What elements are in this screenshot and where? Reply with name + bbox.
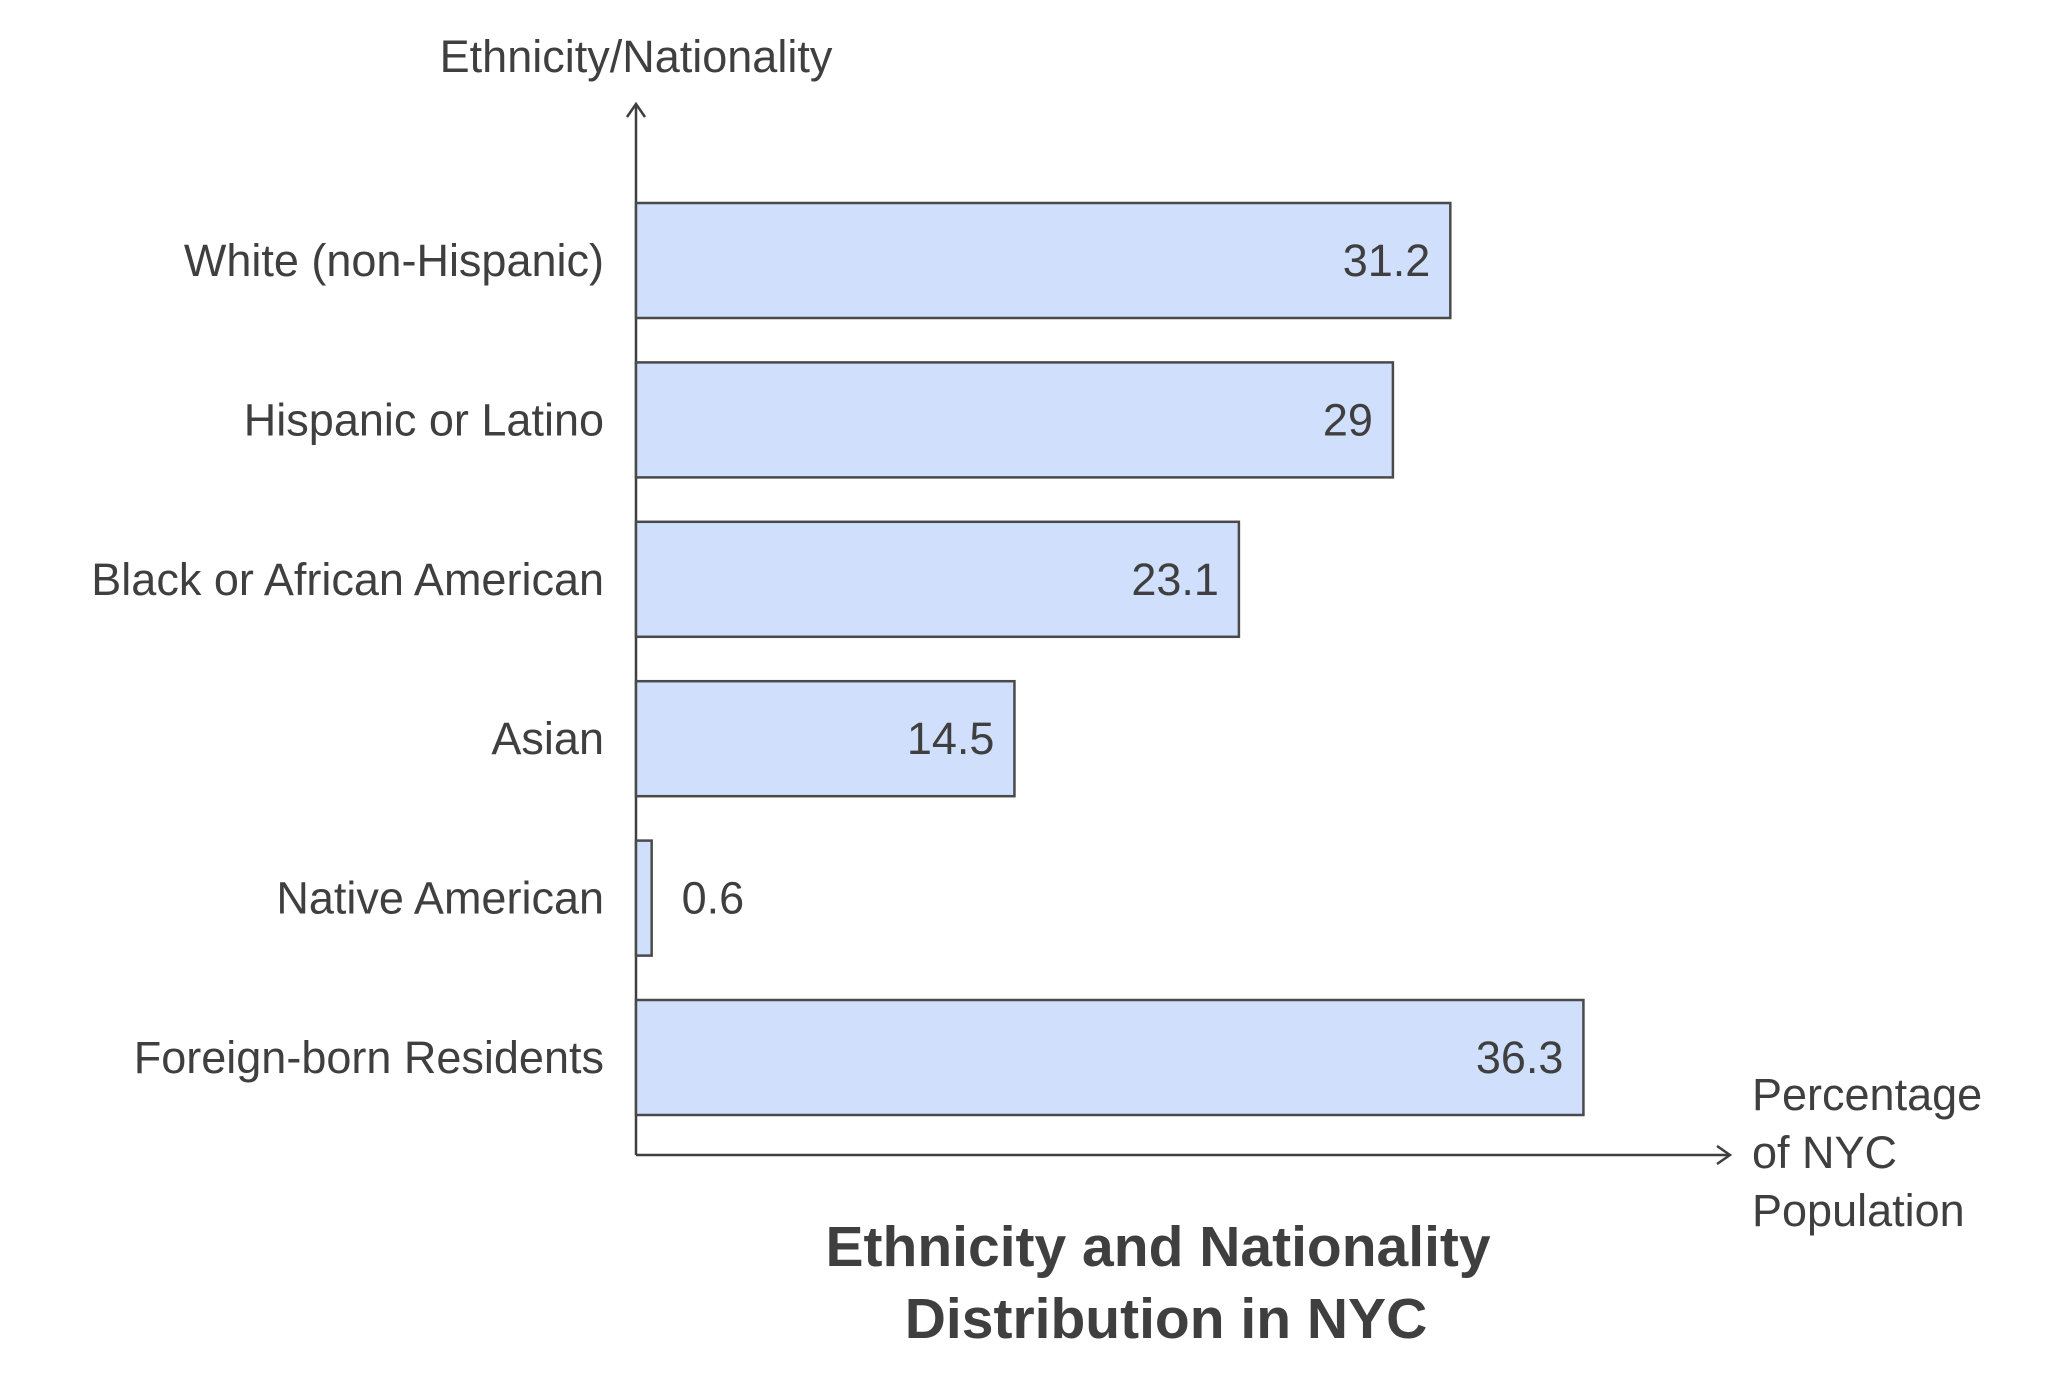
value-label-black-or-african-american: 23.1 [1131,554,1219,605]
value-label-native-american: 0.6 [682,873,745,924]
bar-foreign-born-residents [634,998,1585,1117]
value-label-asian: 14.5 [907,713,995,764]
x-axis-title: Percentage of NYC Population [1752,1069,1995,1236]
value-label-foreign-born-residents: 36.3 [1476,1032,1564,1083]
bar-hispanic-or-latino [634,361,1395,479]
y-axis-title: Ethnicity/Nationality [440,31,833,82]
category-labels-group: White (non-Hispanic) Hispanic or Latino Bl… [91,235,604,1083]
bar-native-american [634,839,653,957]
chart-title-line-1: Ethnicity and Nationality [826,1215,1491,1279]
x-axis-title-line-1: Percentage [1752,1069,1982,1120]
x-axis-title-line-2: of NYC [1752,1127,1897,1178]
y-axis-arrowhead [625,101,647,118]
x-axis-title-line-3: Population [1752,1185,1965,1236]
value-label-white-non-hispanic: 31.2 [1343,235,1431,286]
category-label-native-american: Native American [276,873,604,924]
category-label-hispanic-or-latino: Hispanic or Latino [244,394,604,445]
bar-black-or-african-american [634,520,1241,639]
x-axis-arrowhead [1716,1144,1733,1166]
chart-title: Ethnicity and Nationality Distribution i… [826,1215,1507,1351]
category-label-asian: Asian [491,713,604,764]
category-label-black-or-african-american: Black or African American [91,554,604,605]
bar-white-non-hispanic [634,201,1452,320]
value-labels-group: 31.2 29 23.1 14.5 0.6 36.3 [682,235,1564,1083]
bar-asian [634,679,1016,798]
chart-title-line-2: Distribution in NYC [905,1287,1427,1351]
value-label-hispanic-or-latino: 29 [1323,394,1373,445]
category-label-white-non-hispanic: White (non-Hispanic) [184,235,604,286]
bars-group [634,201,1585,1117]
category-label-foreign-born-residents: Foreign-born Residents [134,1032,604,1083]
